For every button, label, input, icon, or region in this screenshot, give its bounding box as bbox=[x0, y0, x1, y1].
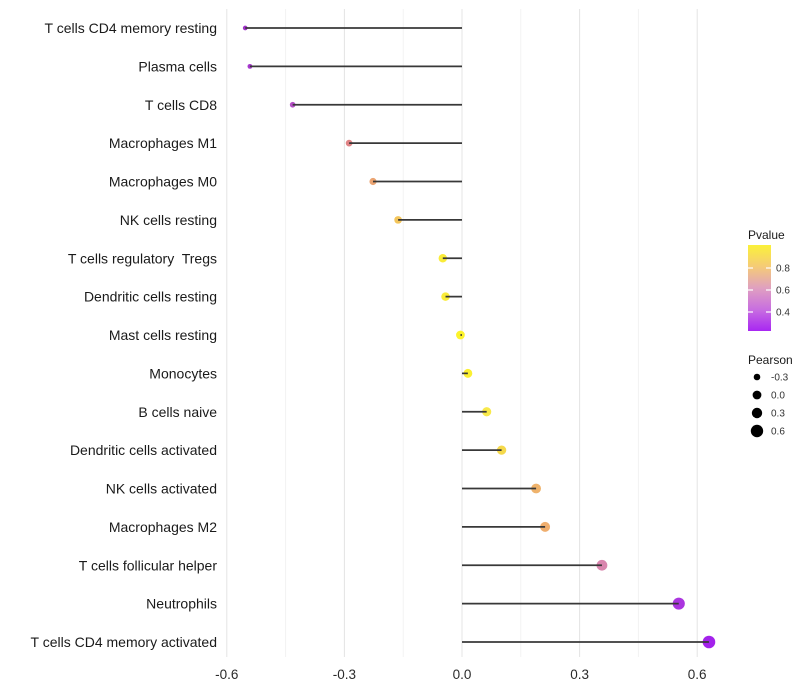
category-label: Plasma cells bbox=[138, 58, 217, 74]
category-label: Dendritic cells resting bbox=[84, 289, 217, 305]
pearson-legend-dot bbox=[752, 390, 762, 400]
category-label: NK cells activated bbox=[106, 481, 217, 497]
pearson-legend-label: 0.6 bbox=[771, 427, 785, 438]
x-tick-label: -0.3 bbox=[333, 667, 356, 682]
x-tick-label: 0.3 bbox=[570, 667, 589, 682]
x-tick-label: -0.6 bbox=[215, 667, 238, 682]
colorbar-tick-label: 0.8 bbox=[776, 264, 790, 275]
category-label: NK cells resting bbox=[120, 212, 217, 228]
category-label: Mast cells resting bbox=[109, 327, 217, 343]
pvalue-legend-title: Pvalue bbox=[748, 228, 785, 242]
pearson-legend-label: 0.3 bbox=[771, 409, 785, 420]
category-label: Macrophages M2 bbox=[109, 519, 217, 535]
colorbar-tick-label: 0.4 bbox=[776, 308, 790, 319]
x-tick-label: 0.0 bbox=[453, 667, 472, 682]
category-label: Monocytes bbox=[149, 365, 217, 381]
pearson-legend-label: -0.3 bbox=[771, 373, 789, 384]
x-tick-label: 0.6 bbox=[688, 667, 707, 682]
pearson-legend-label: 0.0 bbox=[771, 391, 785, 402]
category-label: T cells regulatory Tregs bbox=[68, 250, 217, 266]
pearson-legend-dot bbox=[751, 407, 763, 419]
category-label: Macrophages M0 bbox=[109, 174, 217, 190]
category-label: Macrophages M1 bbox=[109, 135, 217, 151]
category-label: B cells naive bbox=[138, 404, 217, 420]
category-label: T cells CD8 bbox=[145, 97, 217, 113]
category-label: T cells follicular helper bbox=[79, 557, 218, 573]
category-label: Neutrophils bbox=[146, 596, 217, 612]
category-label: T cells CD4 memory resting bbox=[45, 20, 217, 36]
colorbar-tick-label: 0.6 bbox=[776, 286, 790, 297]
pearson-legend-title: Pearson bbox=[748, 353, 793, 367]
category-label: Dendritic cells activated bbox=[70, 442, 217, 458]
pvalue-colorbar bbox=[748, 245, 771, 331]
category-label: T cells CD4 memory activated bbox=[31, 634, 217, 650]
pearson-legend-dot bbox=[750, 424, 764, 438]
pearson-legend-dot bbox=[753, 373, 761, 381]
